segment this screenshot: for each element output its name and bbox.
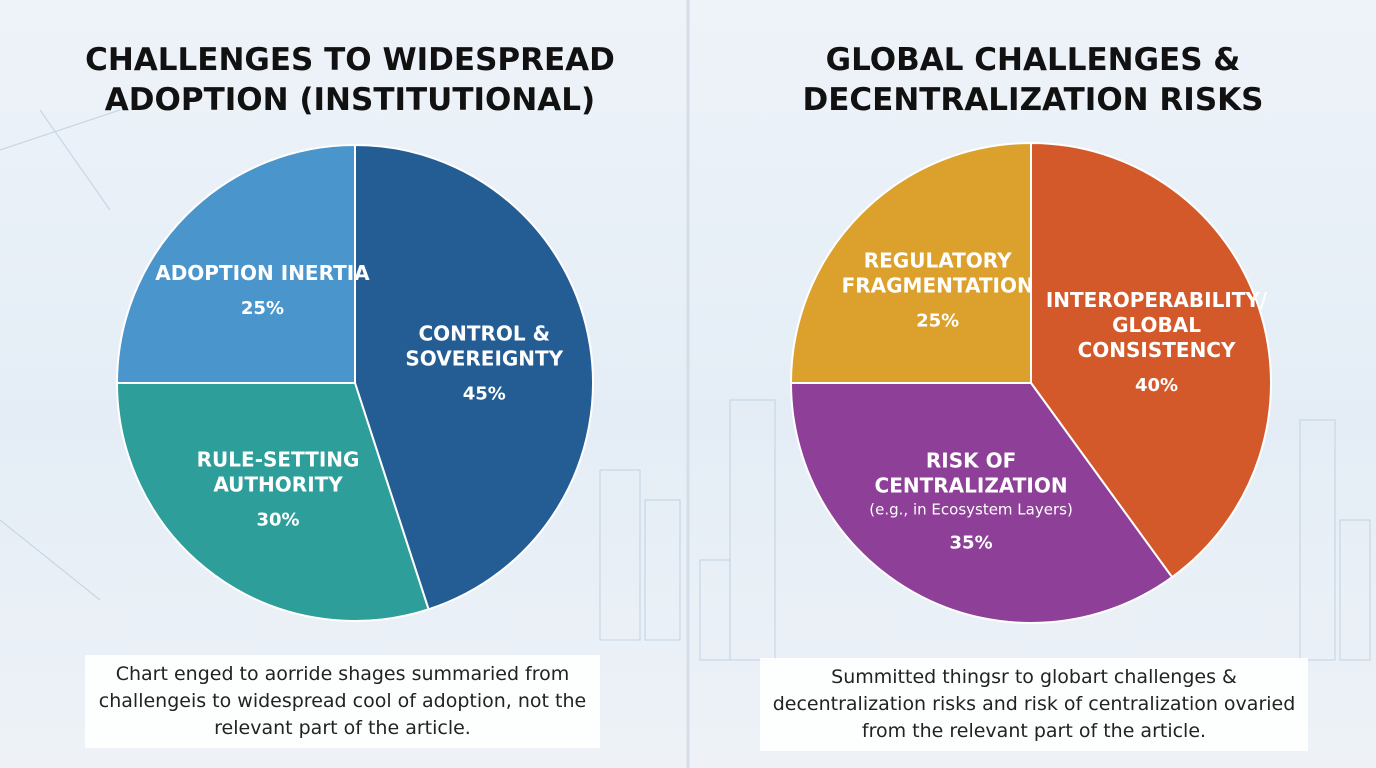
- pie-slice: [789, 382, 1174, 624]
- pie-slice: [1030, 141, 1272, 579]
- slice-label: RULE-SETTING AUTHORITY 30%: [163, 447, 393, 530]
- category-label: RULE-SETTING AUTHORITY: [196, 447, 360, 497]
- category-label: RISK OF CENTRALIZATION: [874, 448, 1068, 498]
- slice-label: INTEROPERABILITY/ GLOBAL CONSISTENCY 40%: [1042, 288, 1272, 396]
- category-label: CONTROL & SOVEREIGNTY: [405, 321, 564, 371]
- value-label: 45%: [462, 383, 506, 405]
- pie-slice: [115, 382, 430, 622]
- slice-label: CONTROL & SOVEREIGNTY 45%: [369, 321, 599, 404]
- slice-label: ADOPTION INERTIA 25%: [147, 261, 377, 319]
- slice-label: RISK OF CENTRALIZATION (e.g., in Ecosyste…: [856, 448, 1086, 553]
- value-label: 30%: [256, 509, 300, 531]
- pie-slice: [115, 143, 356, 384]
- chart-title: GLOBAL CHALLENGES & DECENTRALIZATION RIS…: [802, 42, 1264, 118]
- slice-label: REGULATORY FRAGMENTATION 25%: [823, 248, 1053, 331]
- category-label: REGULATORY FRAGMENTATION: [841, 248, 1034, 298]
- annotation: (e.g., in Ecosystem Layers): [869, 500, 1073, 519]
- value-label: 35%: [949, 532, 993, 554]
- pie-slice: [354, 143, 594, 611]
- caption: Chart enged to aorride shages summaried …: [85, 655, 600, 748]
- pie-slice: [789, 141, 1032, 384]
- category-label: ADOPTION INERTIA: [155, 261, 370, 286]
- value-label: 25%: [240, 298, 284, 320]
- value-label: 25%: [916, 310, 960, 332]
- chart-title: CHALLENGES TO WIDESPREAD ADOPTION (INSTI…: [85, 42, 615, 118]
- value-label: 40%: [1134, 375, 1179, 397]
- category-label: INTEROPERABILITY/ GLOBAL CONSISTENCY: [1045, 288, 1268, 363]
- caption: Summitted thingsr to globart challenges …: [760, 658, 1308, 751]
- background-decoration: [0, 109, 1371, 661]
